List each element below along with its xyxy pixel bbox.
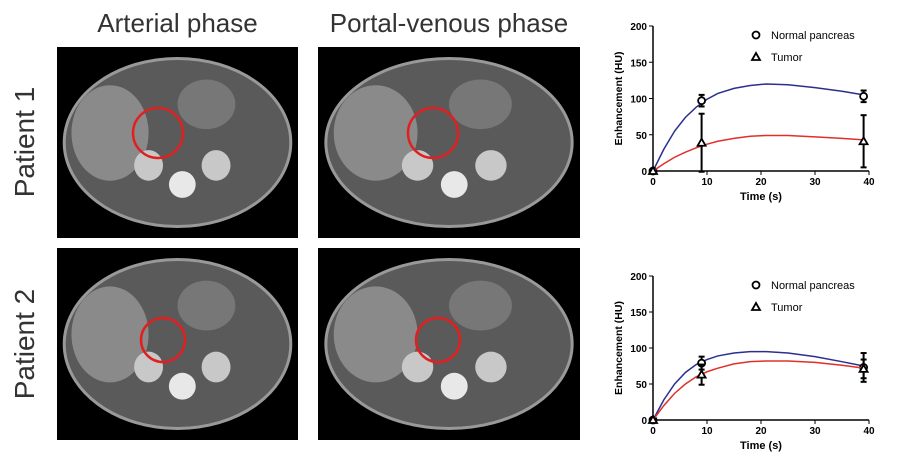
ct-image-patient1-portal [318, 47, 580, 238]
y-tick-label: 150 [630, 308, 647, 319]
x-tick-label: 30 [809, 177, 821, 188]
column-title-portal-venous: Portal-venous phase [329, 8, 569, 38]
y-axis-label: Enhancement (HU) [613, 52, 625, 146]
vertebra [168, 372, 196, 400]
y-tick-label: 200 [630, 22, 647, 33]
vertebra [440, 171, 468, 198]
y-tick-label: 50 [636, 131, 648, 142]
kidney-left [475, 351, 507, 383]
x-tick-label: 20 [755, 177, 767, 188]
tumor-roi-circle [406, 106, 460, 160]
bowel [449, 280, 512, 331]
x-tick-label: 30 [809, 426, 821, 437]
liver [71, 286, 149, 383]
kidney-left [475, 150, 507, 181]
enhancement-chart-patient-1: 0 10 20 30 40 0 50 100 150 200 Time (s) Enhancement… [600, 0, 900, 234]
x-tick-label: 0 [650, 426, 656, 437]
enhancement-chart-patient-2: 0 10 20 30 40 0 50 100 150 200 Time (s) Enhancement… [600, 234, 900, 468]
data-point-normal [859, 91, 869, 101]
kidney-left [201, 351, 231, 383]
legend-marker-tumor [750, 51, 762, 61]
y-tick-label: 0 [641, 167, 647, 178]
x-tick-label: 40 [863, 177, 875, 188]
kidney-left [201, 150, 231, 181]
bowel [177, 79, 236, 130]
legend-label: Normal pancreas [771, 280, 855, 292]
legend-label: Tumor [771, 302, 803, 314]
column-title-arterial: Arterial phase [97, 8, 258, 38]
data-point-tumor [647, 165, 659, 175]
liver [71, 85, 149, 181]
x-axis-label: Time (s) [740, 440, 782, 452]
x-axis-label: Time (s) [740, 191, 782, 203]
legend-marker-normal [751, 30, 761, 40]
fit-curve-normal [652, 350, 864, 421]
kidney-right [134, 351, 164, 383]
ct-image-patient1-arterial [57, 47, 298, 238]
data-point-tumor [696, 136, 708, 147]
row-label-patient-2: Patient 2 [9, 288, 40, 400]
bowel [449, 79, 512, 130]
data-point-tumor [858, 135, 870, 146]
tumor-roi-circle [139, 316, 187, 364]
x-tick-label: 0 [650, 177, 656, 188]
y-tick-label: 0 [641, 416, 647, 427]
data-point-tumor [647, 414, 659, 424]
y-tick-label: 200 [630, 272, 647, 283]
y-tick-label: 150 [630, 58, 647, 69]
x-tick-label: 10 [701, 177, 713, 188]
legend-marker-normal [751, 280, 761, 290]
vertebra [440, 372, 468, 400]
vertebra [168, 171, 196, 198]
x-tick-label: 40 [863, 426, 875, 437]
ct-image-patient2-portal [318, 248, 580, 440]
fit-curve-normal [652, 83, 864, 172]
bowel [177, 280, 236, 331]
data-point-tumor [858, 363, 870, 373]
legend-marker-tumor [750, 301, 762, 311]
ct-image-patient2-arterial [57, 248, 298, 440]
legend-label: Tumor [771, 52, 803, 64]
kidney-right [134, 150, 164, 181]
row-label-patient-1: Patient 1 [9, 86, 40, 198]
liver [333, 85, 418, 181]
x-tick-label: 10 [701, 426, 713, 437]
tumor-roi-circle [414, 316, 462, 364]
tumor-roi-circle [131, 106, 185, 160]
y-tick-label: 50 [636, 380, 648, 391]
y-tick-label: 100 [630, 344, 647, 355]
fit-curve-tumor [652, 134, 864, 172]
y-axis-label: Enhancement (HU) [613, 301, 625, 395]
liver [333, 286, 418, 383]
data-point-normal [697, 96, 706, 106]
fit-curve-tumor [652, 360, 864, 421]
x-tick-label: 20 [755, 426, 767, 437]
legend-label: Normal pancreas [771, 30, 855, 42]
kidney-right [401, 351, 434, 383]
data-point-tumor [696, 368, 708, 379]
y-tick-label: 100 [630, 95, 647, 106]
kidney-right [401, 150, 434, 181]
